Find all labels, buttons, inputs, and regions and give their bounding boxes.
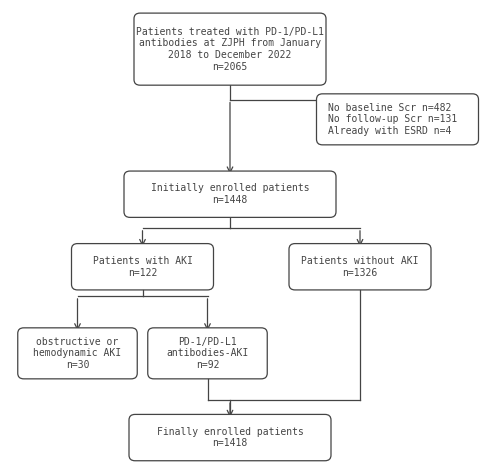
FancyBboxPatch shape (129, 415, 331, 461)
FancyBboxPatch shape (18, 328, 137, 379)
Text: obstructive or
hemodynamic AKI
n=30: obstructive or hemodynamic AKI n=30 (34, 337, 122, 370)
FancyBboxPatch shape (134, 13, 326, 85)
Text: Patients with AKI
n=122: Patients with AKI n=122 (92, 256, 192, 278)
Text: Patients without AKI
n=1326: Patients without AKI n=1326 (301, 256, 419, 278)
FancyBboxPatch shape (72, 243, 214, 290)
Text: PD-1/PD-L1
antibodies-AKI
n=92: PD-1/PD-L1 antibodies-AKI n=92 (166, 337, 248, 370)
FancyBboxPatch shape (124, 171, 336, 217)
Text: Initially enrolled patients
n=1448: Initially enrolled patients n=1448 (150, 183, 310, 205)
Text: No baseline Scr n=482
No follow-up Scr n=131
Already with ESRD n=4: No baseline Scr n=482 No follow-up Scr n… (328, 103, 458, 136)
Text: Finally enrolled patients
n=1418: Finally enrolled patients n=1418 (156, 427, 304, 448)
FancyBboxPatch shape (289, 243, 431, 290)
FancyBboxPatch shape (148, 328, 267, 379)
Text: Patients treated with PD-1/PD-L1
antibodies at ZJPH from January
2018 to Decembe: Patients treated with PD-1/PD-L1 antibod… (136, 27, 324, 72)
FancyBboxPatch shape (316, 94, 478, 145)
